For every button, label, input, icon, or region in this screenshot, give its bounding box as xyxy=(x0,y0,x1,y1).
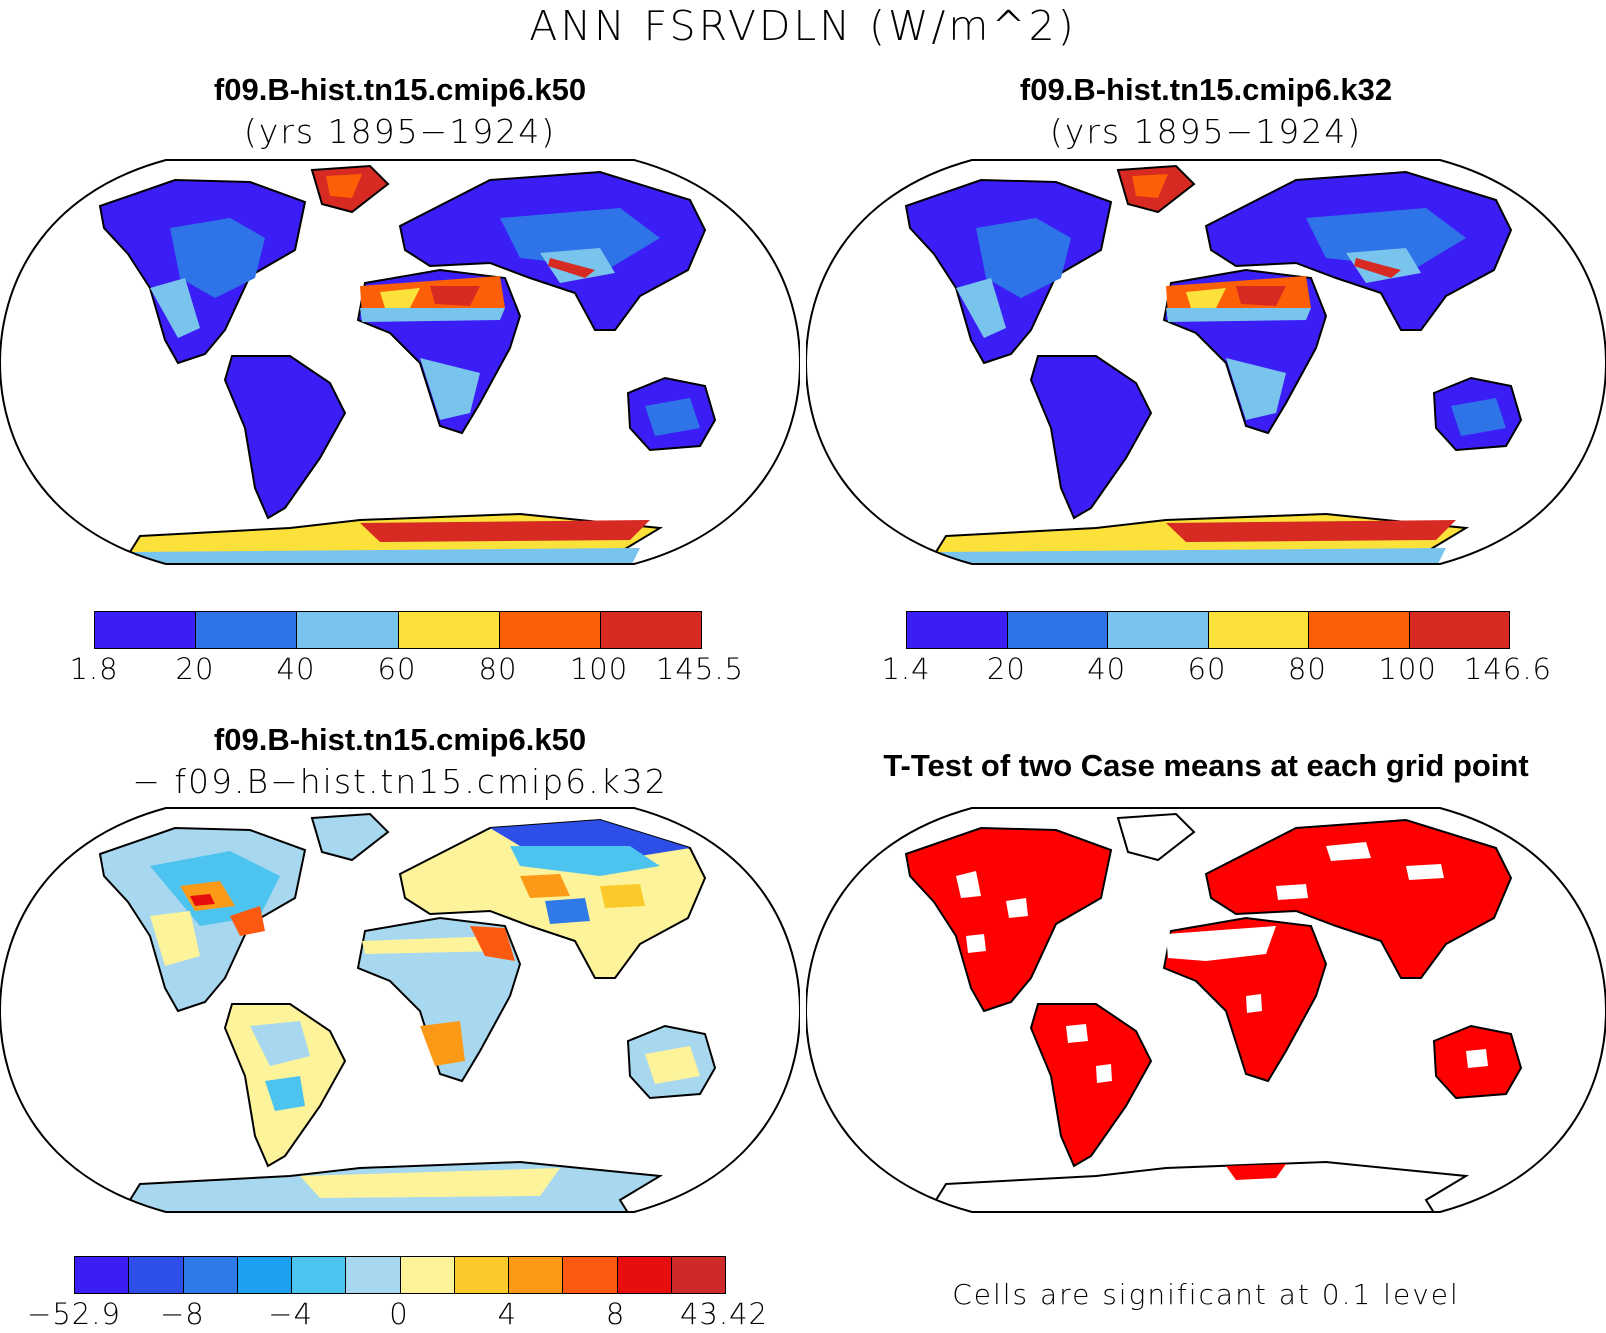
colorbar-segment xyxy=(129,1257,184,1293)
colorbar-top-left xyxy=(94,611,702,649)
colorbar-tick-label: 4 xyxy=(497,1297,518,1331)
colorbar-tick-label: 80 xyxy=(478,652,518,686)
colorbar-tick-label: 100 xyxy=(569,652,629,686)
colorbar-tick-label: 145.5 xyxy=(655,652,745,686)
colorbar-tick-label: 60 xyxy=(377,652,417,686)
panel-title-bottom-right: T-Test of two Case means at each grid po… xyxy=(883,748,1529,783)
colorbar-tick-label: 8 xyxy=(605,1297,626,1331)
colorbar-segment xyxy=(509,1257,564,1293)
colorbar-segment xyxy=(95,612,197,648)
colorbar-segment xyxy=(183,1257,238,1293)
panel-subtitle-top-left: (yrs 1895−1924) xyxy=(243,112,557,151)
colorbar-ticks-top-right: 1.4 20 40 60 80 100 146.6 xyxy=(881,652,1551,688)
colorbar-segment xyxy=(600,612,702,648)
panel-title-top-left: f09.B-hist.tn15.cmip6.k50 xyxy=(213,72,587,107)
colorbar-segment xyxy=(196,612,298,648)
colorbar-ticks-bottom-left: −52.9 −8 −4 0 4 8 43.42 xyxy=(27,1297,767,1333)
colorbar-tick-label: 60 xyxy=(1187,652,1227,686)
colorbar-tick-label: 80 xyxy=(1287,652,1327,686)
colorbar-tick-label: 0 xyxy=(389,1297,409,1331)
panel-title-bottom-left: f09.B-hist.tn15.cmip6.k50 xyxy=(213,722,587,757)
panel-subtitle-top-right: (yrs 1895−1924) xyxy=(1049,112,1363,151)
colorbar-segment xyxy=(563,1257,618,1293)
colorbar-segment xyxy=(454,1257,509,1293)
colorbar-tick-label: −4 xyxy=(268,1297,314,1331)
colorbar-segment xyxy=(617,1257,672,1293)
colorbar-bottom-left xyxy=(74,1256,726,1294)
colorbar-tick-label: 1.8 xyxy=(69,652,119,686)
colorbar-segment xyxy=(237,1257,292,1293)
colorbar-segment xyxy=(907,612,1008,648)
colorbar-segment xyxy=(499,612,601,648)
colorbar-segment xyxy=(1409,612,1509,648)
colorbar-tick-label: 1.4 xyxy=(881,652,931,686)
figure-title: ANN FSRVDLN (W/m^2) xyxy=(529,2,1077,50)
map-top-left xyxy=(0,159,800,565)
significance-note: Cells are significant at 0.1 level xyxy=(952,1278,1460,1311)
colorbar-ticks-top-left: 1.8 20 40 60 80 100 145.5 xyxy=(69,652,743,688)
colorbar-tick-label: −52.9 xyxy=(27,1297,121,1331)
colorbar-tick-label: 100 xyxy=(1378,652,1437,686)
colorbar-segment xyxy=(292,1257,347,1293)
colorbar-segment xyxy=(297,612,399,648)
colorbar-segment xyxy=(75,1257,130,1293)
colorbar-segment xyxy=(1007,612,1108,648)
colorbar-segment xyxy=(1208,612,1309,648)
colorbar-segment xyxy=(671,1257,725,1293)
colorbar-tick-label: −8 xyxy=(159,1297,205,1331)
colorbar-tick-label: 40 xyxy=(276,652,316,686)
colorbar-segment xyxy=(1309,612,1410,648)
colorbar-segment xyxy=(346,1257,401,1293)
panel-subtitle-bottom-left: − f09.B−hist.tn15.cmip6.k32 xyxy=(132,762,668,801)
map-bottom-right xyxy=(806,807,1606,1213)
colorbar-segment xyxy=(1108,612,1209,648)
colorbar-top-right xyxy=(906,611,1510,649)
colorbar-tick-label: 40 xyxy=(1087,652,1127,686)
colorbar-tick-label: 20 xyxy=(986,652,1026,686)
colorbar-tick-label: 43.42 xyxy=(679,1297,769,1331)
colorbar-segment xyxy=(400,1257,455,1293)
colorbar-tick-label: 146.6 xyxy=(1463,652,1553,686)
colorbar-segment xyxy=(398,612,500,648)
map-top-right xyxy=(806,159,1606,565)
map-bottom-left xyxy=(0,807,800,1213)
panel-title-top-right: f09.B-hist.tn15.cmip6.k32 xyxy=(1019,72,1393,107)
colorbar-tick-label: 20 xyxy=(175,652,215,686)
